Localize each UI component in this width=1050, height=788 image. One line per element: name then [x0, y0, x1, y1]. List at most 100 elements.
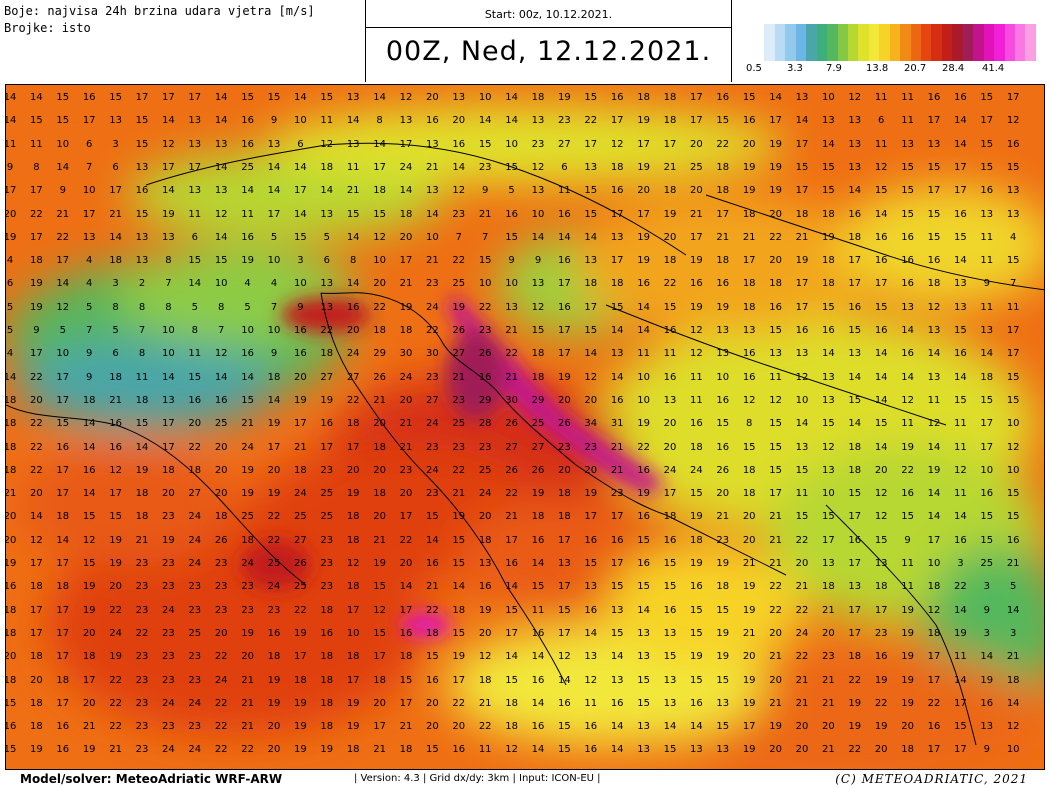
gust-value: 15 [320, 92, 334, 103]
gust-value: 15 [769, 464, 782, 476]
gust-value: 12 [584, 674, 598, 686]
gust-value: 17 [294, 418, 307, 430]
gust-value: 19 [716, 301, 730, 313]
gust-value: 12 [927, 301, 941, 313]
gust-value: 19 [901, 604, 914, 616]
gust-value: 15 [558, 744, 571, 756]
valid-time-title: 00Z, Ned, 12.12.2021. [385, 36, 712, 67]
gust-value: 17 [848, 558, 862, 569]
legend-swatch [827, 24, 838, 61]
gust-value: 23 [162, 721, 175, 733]
gust-value: 11 [584, 697, 598, 709]
gust-value: 17 [1006, 348, 1020, 360]
gust-value: 14 [267, 394, 281, 406]
gust-value: 3 [112, 278, 119, 290]
gust-value: 15 [56, 115, 70, 127]
gust-value: 17 [30, 604, 43, 616]
gust-value: 20 [162, 488, 175, 500]
gust-value: 17 [162, 92, 175, 103]
gust-value: 19 [637, 418, 650, 430]
gust-value: 16 [742, 371, 756, 383]
gust-value: 20 [426, 697, 439, 709]
legend-swatch [1014, 24, 1026, 61]
gust-value: 19 [346, 721, 360, 733]
gust-value: 15 [795, 464, 809, 476]
gust-value: 19 [558, 371, 571, 383]
gust-value: 15 [980, 394, 994, 406]
gust-value: 16 [531, 721, 545, 733]
gust-value: 2 [138, 278, 146, 290]
gust-value: 24 [478, 488, 492, 500]
gust-value: 17 [505, 534, 518, 546]
gust-value: 14 [267, 161, 281, 173]
gust-value: 23 [188, 581, 202, 593]
gust-value: 16 [241, 348, 254, 360]
gust-value: 15 [1006, 255, 1020, 267]
legend-swatch [952, 24, 963, 61]
gust-value: 8 [165, 301, 172, 313]
gust-value: 21 [426, 161, 439, 173]
gust-value: 16 [716, 441, 730, 453]
gust-value: 15 [452, 627, 466, 639]
gust-value: 7 [1010, 278, 1017, 290]
gust-value: 22 [214, 744, 228, 756]
gust-value: 14 [531, 558, 545, 569]
gust-value: 6 [191, 231, 198, 243]
gust-value: 21 [241, 418, 254, 430]
gust-value: 18 [505, 697, 518, 709]
gust-value: 14 [795, 115, 809, 127]
gust-value: 20 [399, 558, 413, 569]
gust-value: 23 [188, 604, 202, 616]
gust-value: 16 [56, 721, 70, 733]
gust-value: 14 [531, 744, 545, 756]
gust-value: 24 [426, 418, 439, 430]
gust-value: 13 [346, 138, 360, 150]
gust-value: 19 [742, 674, 756, 686]
gust-value: 16 [610, 534, 624, 546]
gust-value: 17 [610, 115, 624, 127]
gust-value: 17 [980, 115, 994, 127]
gust-value: 17 [610, 511, 624, 523]
gust-value: 17 [558, 325, 571, 336]
gust-value: 11 [6, 138, 17, 150]
gust-value: 13 [531, 185, 545, 197]
wind-gust-map[interactable]: 14 14 15 16 15 17 17 17 14 15 15 14 15 13 14 12 20 13 10 14… [5, 84, 1045, 770]
gust-value: 17 [558, 581, 571, 593]
gust-value: 16 [1006, 534, 1020, 546]
gust-value: 12 [214, 348, 228, 360]
gust-value: 17 [795, 185, 809, 197]
gust-value: 11 [954, 418, 967, 430]
gust-value: 15 [874, 534, 888, 546]
gust-value: 14 [637, 325, 650, 336]
legend-swatch [1025, 24, 1036, 61]
gust-value: 8 [165, 255, 172, 267]
gust-value: 15 [980, 138, 994, 150]
gust-value: 12 [1006, 441, 1020, 453]
gust-value: 20 [742, 138, 756, 150]
gust-value: 15 [505, 231, 518, 243]
gust-value: 17 [56, 651, 70, 663]
gust-value: 20 [30, 488, 43, 500]
gust-value: 18 [346, 581, 360, 593]
gust-value: 19 [294, 697, 307, 709]
gust-value: 18 [399, 208, 413, 220]
gust-value: 14 [1006, 697, 1020, 709]
gust-value: 22 [426, 325, 439, 336]
gust-value: 9 [59, 185, 66, 197]
gust-value: 18 [6, 418, 17, 430]
gust-value: 14 [426, 208, 439, 220]
gust-value: 13 [505, 301, 518, 313]
gust-value: 13 [478, 558, 492, 569]
gust-value: 10 [980, 464, 994, 476]
gust-value: 16 [188, 394, 202, 406]
gust-value: 14 [30, 92, 43, 103]
gust-value: 17 [399, 511, 413, 523]
gust-value: 16 [452, 744, 466, 756]
gust-value: 14 [795, 418, 809, 430]
gust-value: 13 [188, 185, 202, 197]
gust-value: 18 [267, 651, 281, 663]
gust-value: 21 [399, 278, 413, 290]
gust-value: 9 [33, 325, 40, 336]
gust-value: 10 [267, 325, 281, 336]
gust-value: 17 [452, 674, 466, 686]
